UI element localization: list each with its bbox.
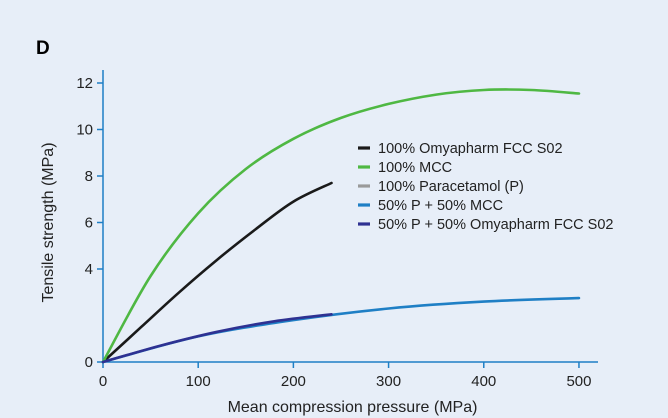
y-tick-label: 10 xyxy=(76,122,93,139)
x-axis-label: Mean compression pressure (MPa) xyxy=(228,399,478,416)
x-tick-label: 200 xyxy=(281,373,306,390)
series-line-1 xyxy=(101,88,581,364)
series-line-3 xyxy=(101,296,581,364)
x-tick-label: 0 xyxy=(99,373,107,390)
y-tick-label: 12 xyxy=(76,75,93,92)
legend-label-4: 50% P + 50% Omyapharm FCC S02 xyxy=(378,217,613,233)
legend-label-1: 100% MCC xyxy=(378,160,452,176)
y-tick-label: 4 xyxy=(85,261,93,278)
legend: 100% Omyapharm FCC S02 100% MCC 100% Parac… xyxy=(358,141,613,233)
series-line-4 xyxy=(101,313,333,364)
x-tick-label: 500 xyxy=(566,373,591,390)
x-tick-label: 100 xyxy=(186,373,211,390)
legend-label-2: 100% Paracetamol (P) xyxy=(378,179,524,195)
y-axis-label: Tensile strength (MPa) xyxy=(40,142,57,302)
axes: 0 100 200 300 400 500 0 4 6 8 10 12 xyxy=(76,70,598,390)
x-tick-label: 300 xyxy=(376,373,401,390)
series-line-0 xyxy=(101,181,333,364)
legend-label-0: 100% Omyapharm FCC S02 xyxy=(378,141,563,157)
y-tick-label: 0 xyxy=(85,354,93,371)
panel-label: D xyxy=(36,38,50,59)
y-tick-label: 8 xyxy=(85,168,93,185)
series-layer xyxy=(101,88,581,364)
x-tick-label: 400 xyxy=(471,373,496,390)
legend-label-3: 50% P + 50% MCC xyxy=(378,198,503,214)
y-tick-label: 6 xyxy=(85,215,93,232)
